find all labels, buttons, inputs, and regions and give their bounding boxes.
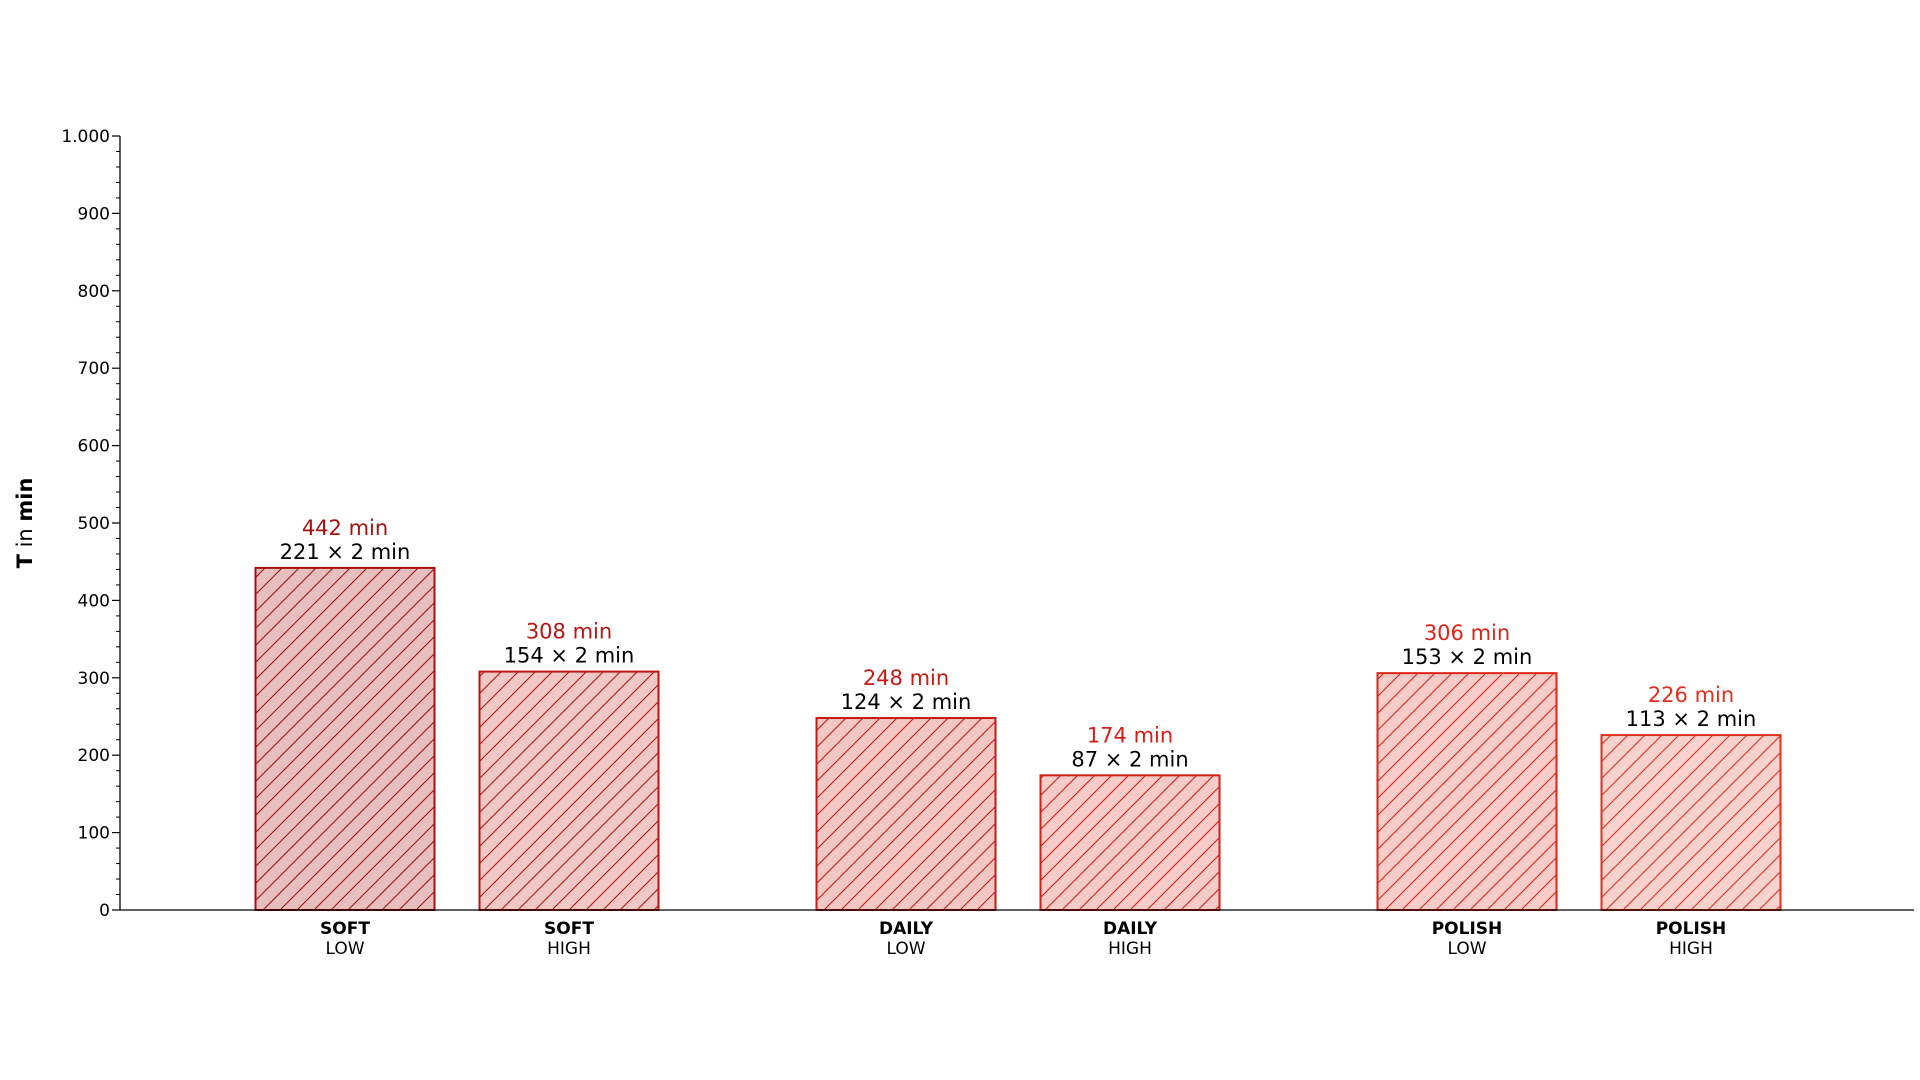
bar-total-label: 442 min [302, 516, 388, 540]
bar-detail-label: 221 × 2 min [280, 540, 411, 564]
bar-total-label: 174 min [1087, 723, 1173, 747]
y-tick-label: 700 [78, 359, 110, 379]
y-ticks-layer: 0 100 200 300 400 500 600 700 800 900 1.000 [61, 127, 120, 921]
bar-total-label: 308 min [526, 620, 612, 644]
bars-layer [254, 566, 1782, 912]
y-tick-label: 600 [78, 437, 110, 457]
x-category-label: SOFT [320, 919, 370, 939]
y-tick-label: 100 [78, 824, 110, 844]
bar-total-label: 248 min [863, 666, 949, 690]
bar-detail-label: 154 × 2 min [504, 644, 635, 668]
bar-soft-low [254, 566, 436, 912]
bar-polish-high [1600, 734, 1782, 911]
y-tick-label: 200 [78, 746, 110, 766]
x-category-sublabel: LOW [886, 939, 925, 959]
category-labels-layer: SOFTLOWSOFTHIGHDAILYLOWDAILYHIGHPOLISHLO… [320, 919, 1726, 959]
x-category-label: SOFT [544, 919, 594, 939]
y-axis-label-unit: min [13, 478, 37, 522]
x-category-sublabel: LOW [325, 939, 364, 959]
x-category-label: POLISH [1656, 919, 1727, 939]
y-axis-label-symbol: T [13, 553, 37, 568]
y-tick-label: 1.000 [61, 127, 110, 147]
y-tick-label: 400 [78, 591, 110, 611]
y-tick-label: 500 [78, 514, 110, 534]
bar-daily-low [815, 717, 997, 911]
bar-daily-high [1039, 774, 1221, 911]
y-axis-label-connector: in [13, 522, 37, 555]
bar-total-label: 226 min [1648, 683, 1734, 707]
y-axis-label: T in min [13, 478, 37, 569]
y-tick-label: 800 [78, 282, 110, 302]
bar-detail-label: 113 × 2 min [1626, 707, 1757, 731]
bar-detail-label: 153 × 2 min [1402, 645, 1533, 669]
y-tick-label: 300 [78, 669, 110, 689]
y-tick-label: 0 [99, 901, 110, 921]
bar-soft-high [478, 670, 660, 911]
y-tick-label: 900 [78, 204, 110, 224]
x-category-sublabel: HIGH [1669, 939, 1713, 959]
x-category-sublabel: LOW [1447, 939, 1486, 959]
bar-polish-low [1376, 672, 1558, 911]
bar-detail-label: 124 × 2 min [841, 690, 972, 714]
bar-detail-label: 87 × 2 min [1071, 747, 1188, 771]
x-category-sublabel: HIGH [1108, 939, 1152, 959]
x-category-sublabel: HIGH [547, 939, 591, 959]
x-category-label: DAILY [1103, 919, 1158, 939]
x-category-label: DAILY [879, 919, 934, 939]
x-category-label: POLISH [1432, 919, 1503, 939]
bar-total-label: 306 min [1424, 621, 1510, 645]
